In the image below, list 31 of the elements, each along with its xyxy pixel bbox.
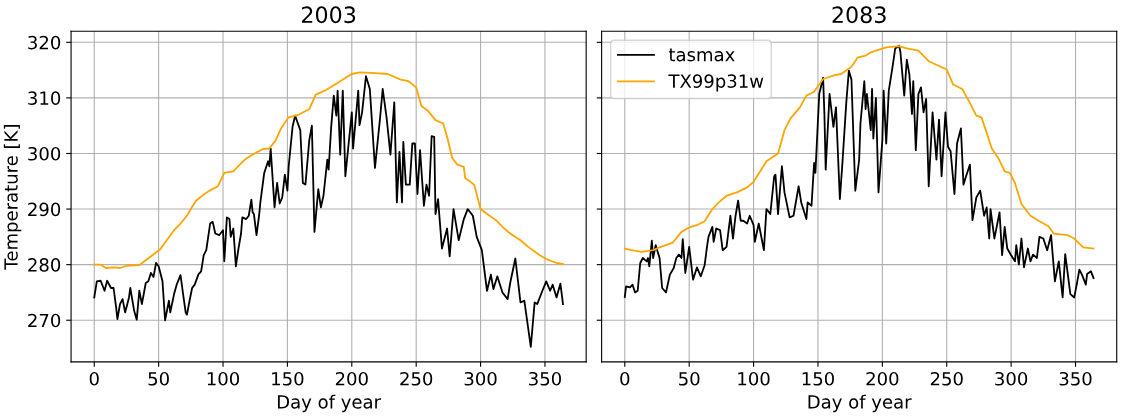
legend-label: tasmax (668, 48, 735, 62)
y-tick-label: 280 (28, 258, 61, 272)
y-axis-title: Temperature [K] (3, 125, 22, 270)
x-tick-label: 200 (335, 371, 368, 386)
x-tick-label: 0 (89, 371, 99, 386)
x-tick-label: 100 (738, 371, 770, 386)
x-tick-label: 150 (802, 371, 834, 386)
x-tick-label: 150 (272, 371, 304, 386)
y-tick-label: 270 (28, 313, 61, 328)
y-tick-label: 310 (28, 91, 61, 106)
x-tick-label: 300 (995, 371, 1028, 386)
chart-title: 2003 (301, 6, 356, 24)
x-tick-label: 50 (148, 371, 169, 386)
chart-title: 2083 (832, 6, 886, 24)
y-tick-label: 320 (28, 35, 61, 50)
x-tick-label: 250 (930, 371, 963, 386)
x-tick-label: 200 (866, 371, 899, 386)
line-series (93, 75, 564, 348)
x-tick-label: 0 (620, 371, 630, 386)
line-series (93, 71, 564, 269)
x-tick-label: 50 (679, 371, 700, 386)
x-tick-label: 350 (529, 371, 561, 386)
x-tick-label: 300 (464, 371, 497, 386)
x-axis-title: Day of year (808, 394, 912, 413)
y-tick-label: 300 (28, 146, 61, 161)
x-tick-label: 350 (1059, 371, 1092, 386)
x-axis-title: Day of year (277, 394, 382, 413)
y-tick-label: 290 (28, 202, 61, 217)
legend-label: TX99p31w (668, 74, 764, 92)
x-tick-label: 100 (207, 371, 240, 386)
x-tick-label: 250 (400, 371, 433, 386)
